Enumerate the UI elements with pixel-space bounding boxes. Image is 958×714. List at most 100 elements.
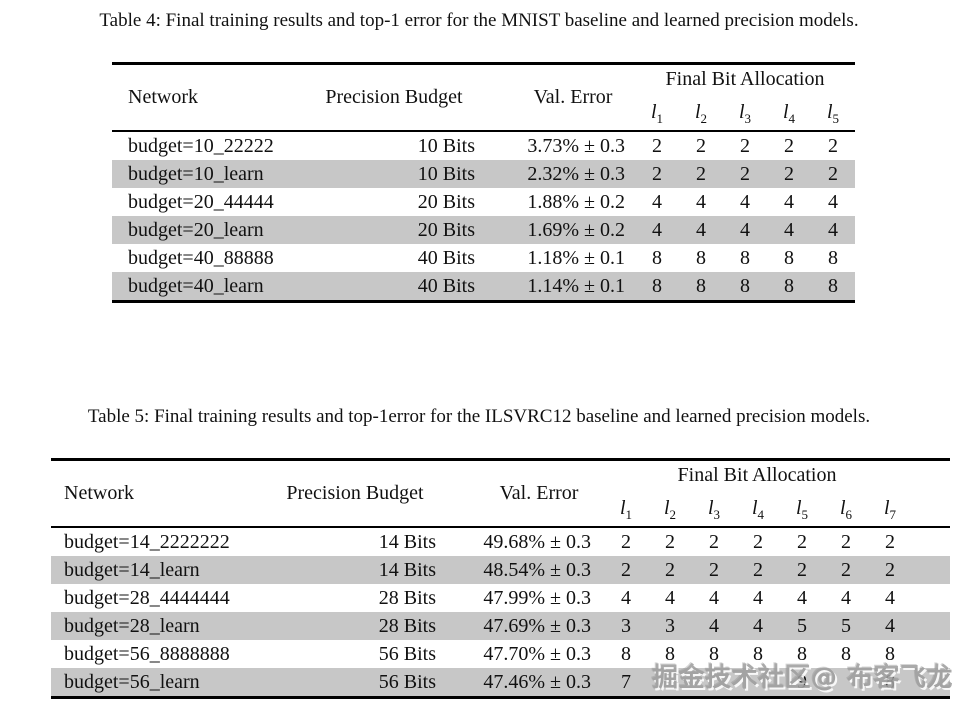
val-error-cell: 47.46% ± 0.3 [483, 671, 591, 693]
bit-cell: 2 [665, 531, 675, 553]
table-row: budget=56_learn 56 Bits 47.46% ± 0.3 7 9 8 [51, 668, 950, 696]
bit-cell: 5 [797, 615, 807, 637]
bit-column-headers: l1 l2 l3 l4 l5 l6 l7 [604, 495, 912, 522]
bit-cell: 8 [652, 247, 662, 269]
bit-cell: 4 [753, 615, 763, 637]
bit-cell: 9 [797, 671, 807, 693]
col-header-precision-budget: Precision Budget [325, 86, 463, 108]
table-row: budget=10_learn 10 Bits 2.32% ± 0.3 2 2 2 2 2 [112, 160, 855, 188]
bit-cell: 2 [665, 559, 675, 581]
bit-column-label: l3 [738, 101, 752, 126]
bit-cell: 2 [885, 559, 895, 581]
table-bottom-rule [112, 300, 855, 303]
precision-budget-cell: 10 Bits [417, 163, 475, 185]
table-top-rule [51, 458, 950, 461]
table-mnist-results: Network Precision Budget Val. Error Fina… [112, 62, 855, 303]
network-cell: budget=40_88888 [128, 247, 274, 269]
bit-cell: 4 [709, 587, 719, 609]
bit-cell: 8 [885, 643, 895, 665]
network-cell: budget=56_learn [64, 671, 200, 693]
bit-column-label: l1 [650, 101, 664, 126]
bit-cell: 2 [828, 163, 838, 185]
bit-cell: 4 [784, 219, 794, 241]
precision-budget-cell: 28 Bits [378, 615, 436, 637]
bit-cell: 2 [696, 163, 706, 185]
col-header-val-error: Val. Error [533, 86, 613, 108]
bit-cell: 8 [828, 275, 838, 297]
spacer [625, 132, 635, 160]
precision-budget-cell: 14 Bits [378, 531, 436, 553]
bit-cell: 2 [841, 531, 851, 553]
bit-cell: 8 [740, 275, 750, 297]
bit-cell: 8 [621, 643, 631, 665]
bit-cell: 8 [696, 275, 706, 297]
bit-cell: 4 [709, 615, 719, 637]
table-row: budget=20_44444 20 Bits 1.88% ± 0.2 4 4 4 4 4 [112, 188, 855, 216]
spacer [591, 640, 604, 668]
bit-column-label: l1 [619, 497, 633, 522]
bit-column-label: l2 [663, 497, 677, 522]
bit-cell: 8 [784, 275, 794, 297]
precision-budget-cell: 40 Bits [417, 275, 475, 297]
bit-cell: 8 [652, 275, 662, 297]
precision-budget-cell: 14 Bits [378, 559, 436, 581]
table-header-rule [112, 130, 855, 132]
bit-cell: 8 [753, 643, 763, 665]
val-error-cell: 2.32% ± 0.3 [527, 163, 625, 185]
table-body: budget=14_2222222 14 Bits 49.68% ± 0.3 2 2 2 2… [51, 528, 950, 696]
bit-cell: 8 [797, 643, 807, 665]
table-header: Network Precision Budget Val. Error Fina… [51, 461, 950, 526]
spacer [625, 216, 635, 244]
bit-cell: 4 [828, 191, 838, 213]
table-row: budget=28_4444444 28 Bits 47.99% ± 0.3 4 4 4 4… [51, 584, 950, 612]
bit-cell: 4 [665, 587, 675, 609]
network-cell: budget=10_learn [128, 163, 264, 185]
table-body: budget=10_22222 10 Bits 3.73% ± 0.3 2 2 2 2 2 bu… [112, 132, 855, 300]
table4-caption: Table 4: Final training results and top-… [99, 10, 859, 31]
bit-cell: 8 [841, 643, 851, 665]
table-ilsvrc12-results: Network Precision Budget Val. Error Fina… [51, 458, 950, 699]
bit-cell: 2 [709, 559, 719, 581]
val-error-cell: 49.68% ± 0.3 [483, 531, 591, 553]
bit-cell: 8 [828, 247, 838, 269]
col-header-network: Network [128, 86, 198, 108]
bit-column-label: l6 [839, 497, 853, 522]
bit-cell: 8 [740, 247, 750, 269]
bit-cell: 2 [841, 559, 851, 581]
table-top-rule [112, 62, 855, 65]
bit-column-label: l4 [751, 497, 765, 522]
bit-cell: 2 [621, 531, 631, 553]
bit-cell: 4 [885, 587, 895, 609]
precision-budget-cell: 56 Bits [378, 671, 436, 693]
bit-column-label: l2 [694, 101, 708, 126]
bit-cell: 2 [797, 531, 807, 553]
val-error-cell: 47.99% ± 0.3 [483, 587, 591, 609]
bit-cell: 2 [621, 559, 631, 581]
table-row: budget=14_learn 14 Bits 48.54% ± 0.3 2 2 2 2 2 2… [51, 556, 950, 584]
network-cell: budget=28_learn [64, 615, 200, 637]
network-cell: budget=14_learn [64, 559, 200, 581]
network-cell: budget=40_learn [128, 275, 264, 297]
bit-cell: 8 [784, 247, 794, 269]
bit-cell: 2 [740, 163, 750, 185]
table-row: budget=20_learn 20 Bits 1.69% ± 0.2 4 4 4 4 4 [112, 216, 855, 244]
network-cell: budget=28_4444444 [64, 587, 230, 609]
spacer [625, 244, 635, 272]
bit-column-label: l5 [826, 101, 840, 126]
spacer [591, 612, 604, 640]
val-error-cell: 1.18% ± 0.1 [527, 247, 625, 269]
spacer [625, 188, 635, 216]
val-error-cell: 48.54% ± 0.3 [483, 559, 591, 581]
table-row: budget=40_learn 40 Bits 1.14% ± 0.1 8 8 8 8 8 [112, 272, 855, 300]
bit-column-label: l3 [707, 497, 721, 522]
bit-cell: 2 [784, 135, 794, 157]
bit-cell: 2 [885, 531, 895, 553]
bit-cell: 2 [753, 559, 763, 581]
bit-column-label: l4 [782, 101, 796, 126]
spacer [591, 668, 604, 696]
network-cell: budget=10_22222 [128, 135, 274, 157]
val-error-cell: 1.88% ± 0.2 [527, 191, 625, 213]
table-row: budget=56_8888888 56 Bits 47.70% ± 0.3 8 8 8 8… [51, 640, 950, 668]
table-header: Network Precision Budget Val. Error Fina… [112, 65, 855, 130]
